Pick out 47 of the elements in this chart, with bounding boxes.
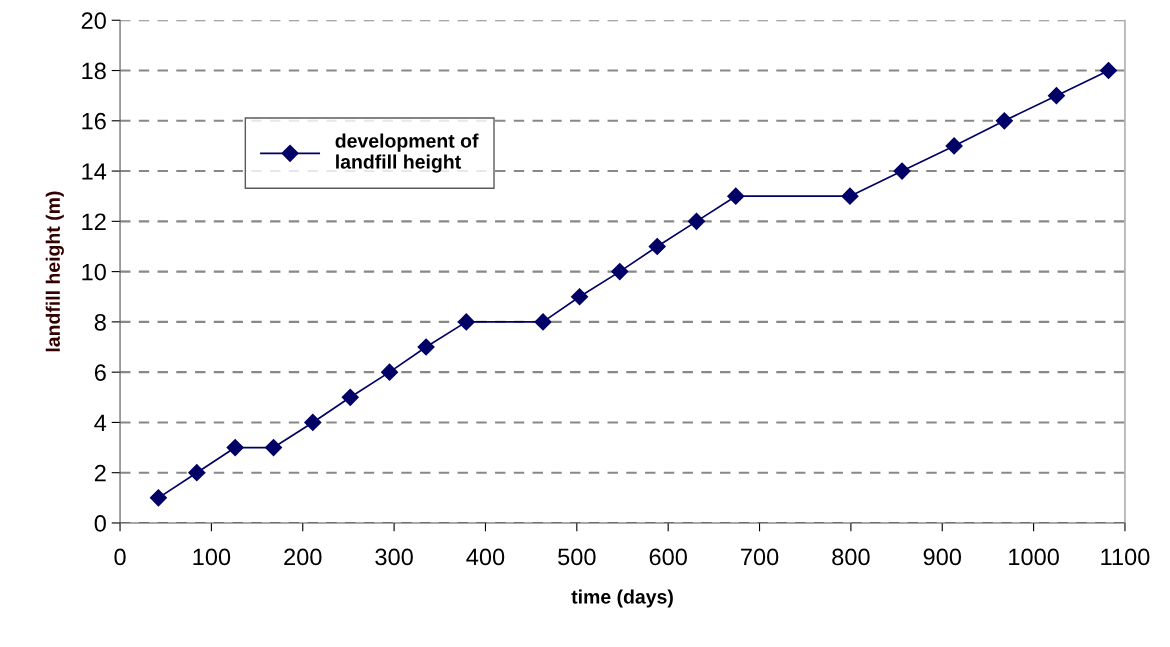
point	[534, 313, 552, 331]
x-tick-label: 300	[375, 548, 413, 566]
x-tick-label: 1000	[1009, 548, 1059, 566]
y-tick-label: 18	[82, 62, 106, 80]
y-axis-title: landfill height (m)	[45, 191, 64, 352]
x-tick-label: 600	[649, 548, 687, 566]
point	[304, 413, 322, 431]
x-tick-label: 700	[741, 548, 779, 566]
point	[417, 338, 435, 356]
y-tick-label: 10	[82, 263, 106, 281]
point	[188, 464, 206, 482]
x-axis-title: time (days)	[571, 589, 673, 608]
legend-label: development of landfill height	[335, 133, 479, 173]
x-tick-label: 400	[466, 548, 505, 566]
y-tick-label: 12	[82, 213, 106, 230]
point	[945, 137, 963, 155]
x-tick-label: 1100	[1101, 548, 1150, 566]
y-tick-label: 2	[94, 464, 106, 482]
point	[687, 212, 706, 230]
point	[1099, 61, 1118, 80]
x-tick-label: 200	[284, 548, 322, 566]
point	[380, 363, 399, 381]
y-tick-label: 4	[94, 414, 107, 431]
y-tick-label: 8	[94, 313, 106, 331]
point	[893, 162, 911, 180]
point	[727, 187, 745, 205]
point	[1047, 87, 1065, 105]
point	[149, 489, 167, 507]
point	[841, 187, 859, 205]
y-tick-label: 6	[94, 364, 106, 381]
point	[995, 112, 1013, 130]
point	[264, 439, 283, 457]
x-tick-label: 900	[923, 548, 962, 566]
point	[648, 237, 666, 256]
x-tick-label: 800	[832, 548, 870, 566]
x-tick-label: 500	[558, 548, 596, 566]
x-tick-label: 0	[114, 548, 126, 566]
y-tick-label: 16	[82, 112, 106, 130]
y-tick-label: 14	[82, 163, 107, 180]
point	[341, 388, 359, 406]
point	[611, 263, 629, 281]
point	[457, 313, 475, 331]
point	[226, 439, 244, 457]
point	[571, 288, 589, 306]
y-tick-label: 0	[94, 515, 106, 532]
y-tick-label: 20	[81, 12, 106, 30]
x-tick-label: 100	[193, 548, 231, 566]
